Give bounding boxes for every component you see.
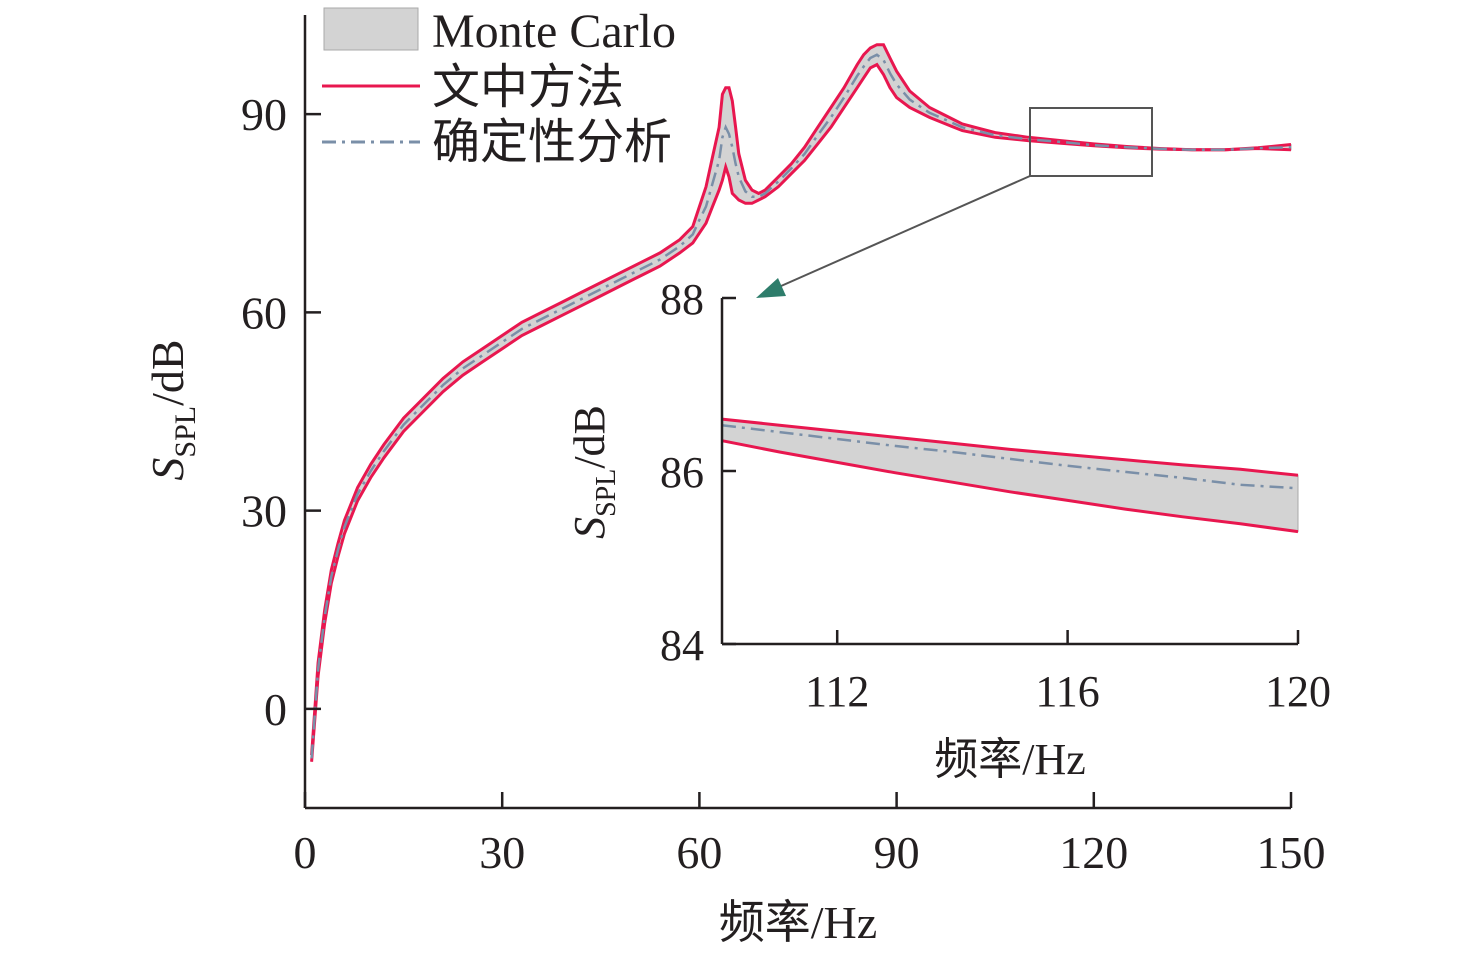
main-x-axis-title: 频率/Hz	[719, 897, 877, 948]
x-tick-label: 90	[874, 827, 920, 878]
x-tick-label: 120	[1059, 827, 1128, 878]
method-line-upper	[310, 43, 1292, 756]
legend-label-method: 文中方法	[432, 61, 624, 114]
x-tick-label: 0	[294, 827, 317, 878]
x-tick-label: 112	[805, 667, 869, 716]
main-y-axis-title-unit: /dB	[142, 339, 193, 405]
deterministic-line	[721, 423, 1299, 490]
y-tick-label: 84	[660, 621, 704, 670]
legend-label-deterministic: 确定性分析	[432, 116, 672, 169]
method-line-lower	[721, 439, 1299, 534]
main-series-lines	[310, 43, 1292, 762]
y-tick-label: 90	[241, 89, 287, 140]
legend-label-monte-carlo: Monte Carlo	[432, 5, 676, 58]
x-tick-label: 30	[479, 827, 525, 878]
zoom-arrow-head	[756, 278, 786, 298]
y-tick-label: 30	[241, 486, 287, 537]
legend: Monte Carlo 文中方法 确定性分析	[322, 5, 676, 169]
inset-x-axis-title: 频率/Hz	[934, 735, 1086, 784]
x-tick-label: 60	[676, 827, 722, 878]
y-tick-label: 88	[660, 275, 704, 324]
main-y-axis-title: SSPL/dB	[142, 339, 202, 480]
y-tick-label: 60	[241, 287, 287, 338]
inset-y-axis-title: SSPL/dB	[565, 405, 622, 539]
method-line-lower	[310, 62, 1292, 762]
deterministic-line	[310, 53, 1292, 759]
method-line-upper	[721, 417, 1299, 477]
inset-series-lines	[721, 417, 1299, 534]
main-y-axis-title-main: S	[142, 458, 193, 481]
x-tick-label: 116	[1035, 667, 1099, 716]
zoom-box	[1029, 107, 1153, 177]
inset-y-axis-title-unit: /dB	[565, 405, 614, 469]
x-tick-label: 120	[1265, 667, 1331, 716]
legend-swatch-monte-carlo	[323, 7, 419, 51]
inset-ticks: 112 116 120 84 86 88	[660, 275, 1331, 716]
inset-y-axis-title-sub: SPL	[591, 469, 622, 517]
y-tick-label: 0	[264, 684, 287, 735]
y-tick-label: 86	[660, 448, 704, 497]
main-y-axis-title-sub: SPL	[169, 406, 202, 458]
inset-y-axis-title-main: S	[565, 517, 614, 539]
main-ticks: 0 30 60 90 120 150 0 30 60 90	[241, 89, 1326, 878]
zoom-arrow	[771, 175, 1031, 291]
x-tick-label: 150	[1257, 827, 1326, 878]
